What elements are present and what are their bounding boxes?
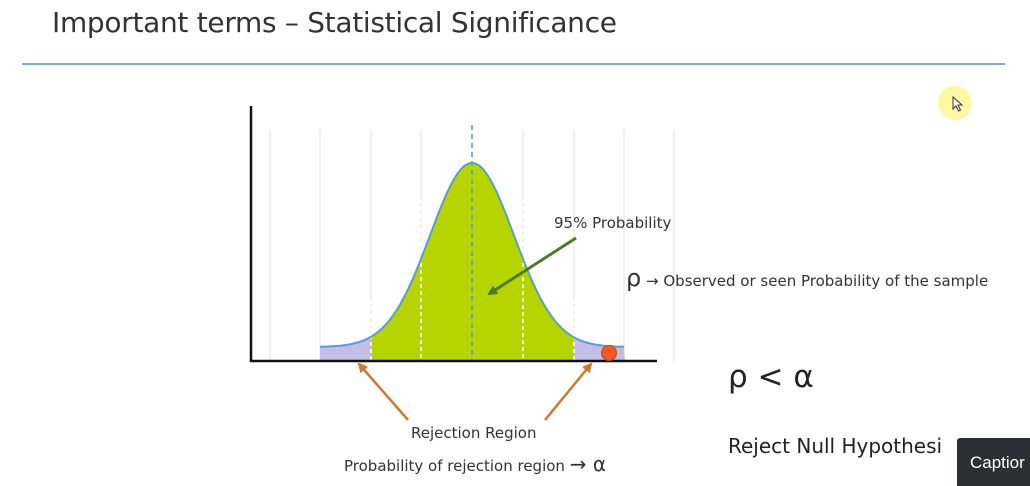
captions-button[interactable]: Captior [957,438,1030,486]
rho-symbol: ρ [626,264,642,292]
right-rejection-region [574,163,625,361]
rho-alpha-inequality: ρ < α [728,359,814,395]
rho-arrow: → [646,272,659,290]
region-dividers [370,200,575,361]
probability-label: 95% Probability [554,214,672,232]
rho-definition-text: Observed or seen Probability of the samp… [663,272,989,290]
cursor-highlight [938,86,974,122]
right-rejection-arrow [544,362,593,421]
rejection-region-label: Rejection Region [411,424,537,442]
captions-button-label: Captior [970,453,1025,472]
rejection-probability-label: Probability of rejection region → α [344,452,606,476]
left-rejection-arrow [357,362,409,421]
rejection-alpha-arrow: → α [569,452,607,476]
slide-title: Important terms – Statistical Significan… [52,6,617,39]
probability-arrow [487,236,577,296]
title-divider [22,63,1005,65]
mouse-pointer-icon [952,96,964,112]
conclusion-text: Reject Null Hypothesi [728,434,943,458]
left-rejection-region [320,163,371,361]
rho-definition: ρ → Observed or seen Probability of the … [626,264,988,292]
sample-point [601,345,617,361]
rejection-probability-text: Probability of rejection region [344,457,565,475]
